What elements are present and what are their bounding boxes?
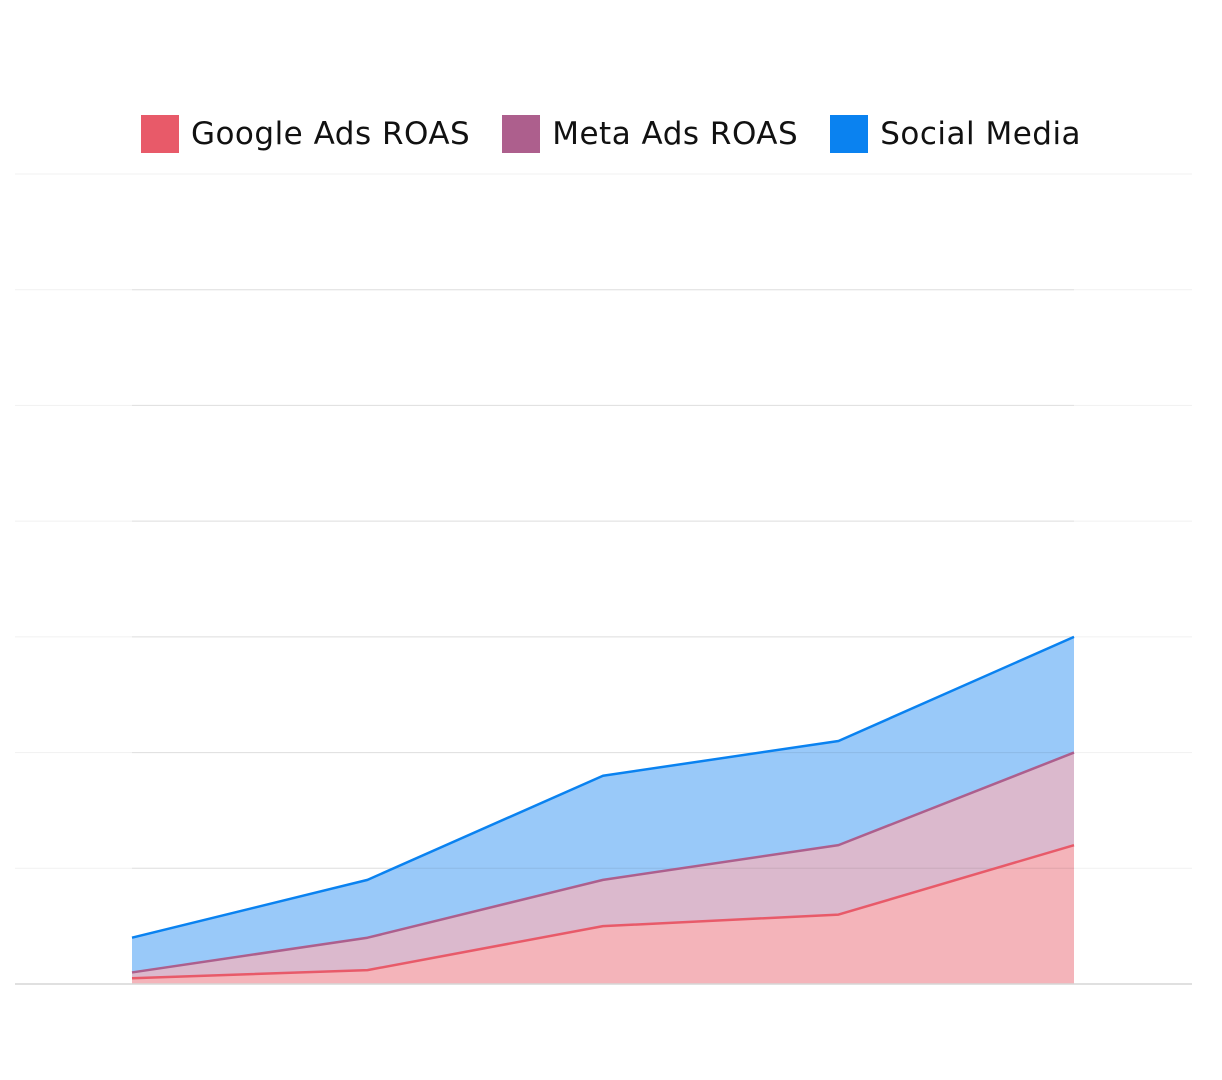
line-google-ads-roas	[131, 843, 1075, 980]
legend-swatch-social-media	[830, 115, 869, 153]
line-series	[131, 635, 1075, 980]
legend-item-google-ads[interactable]: Google Ads ROAS	[140, 114, 471, 154]
line-social-media	[131, 635, 1075, 939]
legend-swatch-google-ads	[140, 115, 179, 153]
gridlines	[15, 173, 1192, 869]
legend-item-meta-ads[interactable]: Meta Ads ROAS	[502, 114, 798, 154]
legend-item-social-media[interactable]: Social Media	[830, 114, 1081, 154]
legend-label-meta-ads: Meta Ads ROAS	[552, 116, 799, 152]
legend-label-social-media: Social Media	[880, 116, 1082, 152]
area-google-ads-roas	[132, 845, 1074, 984]
legend-swatch-meta-ads	[502, 115, 541, 153]
line-meta-ads-roas	[131, 751, 1075, 974]
legend: Google Ads ROAS Meta Ads ROAS Social Med…	[0, 114, 1222, 154]
area-series	[132, 289, 1074, 984]
legend-label-google-ads: Google Ads ROAS	[190, 116, 471, 152]
